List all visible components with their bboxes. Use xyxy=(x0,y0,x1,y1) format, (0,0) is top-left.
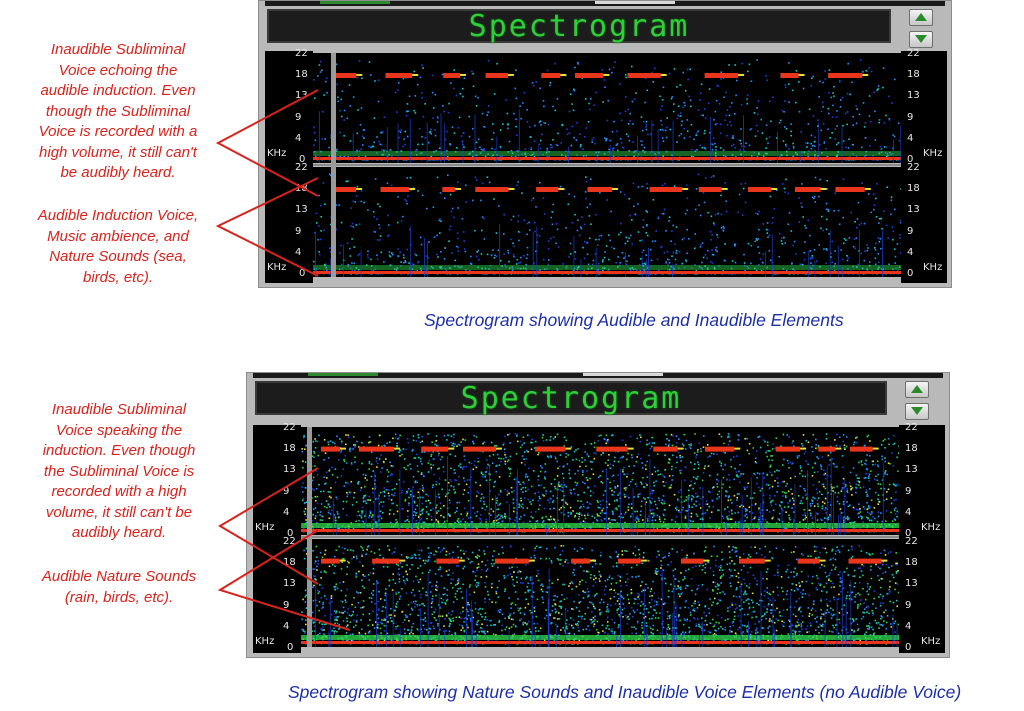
tick-label: 13 xyxy=(907,90,920,102)
tick-label: 22 xyxy=(295,162,308,173)
unit-label: KHz xyxy=(921,522,941,533)
unit-label: KHz xyxy=(267,148,287,159)
tick-label: 18 xyxy=(905,443,918,455)
left-axis xyxy=(253,425,301,653)
tick-label: 4 xyxy=(905,506,912,518)
tick-label: 9 xyxy=(295,225,302,237)
unit-label: KHz xyxy=(267,262,287,273)
spectrogram-lower-channel xyxy=(313,167,901,277)
annotation-inaudible-voice-1: Inaudible Subliminal Voice echoing the a… xyxy=(38,41,198,181)
tick-label: 0 xyxy=(299,154,306,165)
tick-label: 9 xyxy=(283,485,290,497)
tick-label: 4 xyxy=(905,620,912,632)
spectrogram-lower-channel xyxy=(301,539,899,647)
spectrogram-lower-plot xyxy=(301,545,899,647)
tick-label: 22 xyxy=(905,422,918,433)
arrow-down-icon[interactable] xyxy=(909,31,933,48)
spectrogram-upper-channel xyxy=(301,427,899,535)
tick-label: 9 xyxy=(905,485,912,497)
tick-label: 18 xyxy=(283,557,296,569)
right-axis xyxy=(901,51,947,283)
tick-label: 0 xyxy=(905,528,912,539)
tick-label: 13 xyxy=(907,204,920,216)
spectrogram-lower-plot xyxy=(313,173,901,277)
caption-2: Spectrogram showing Nature Sounds and In… xyxy=(288,682,962,702)
tick-label: 18 xyxy=(905,557,918,569)
tick-label: 9 xyxy=(283,599,290,611)
tick-label: 4 xyxy=(283,506,290,518)
tick-label: 13 xyxy=(283,578,296,590)
unit-label: KHz xyxy=(923,148,943,159)
pointer-line xyxy=(217,529,351,631)
left-axis xyxy=(265,51,313,283)
tick-label: 13 xyxy=(295,204,308,216)
tick-label: 4 xyxy=(907,132,914,144)
tick-label: 4 xyxy=(295,132,302,144)
tick-label: 9 xyxy=(905,599,912,611)
spectrogram-title: Spectrogram xyxy=(468,8,690,44)
scroll-buttons xyxy=(903,381,931,421)
tick-label: 13 xyxy=(905,464,918,476)
tick-label: 0 xyxy=(287,528,294,539)
unit-label: KHz xyxy=(923,262,943,273)
tick-label: 18 xyxy=(907,69,920,81)
tick-label: 0 xyxy=(905,642,912,653)
spectrogram-panel-2: Spectrogram 22 22 18 18 13 13 9 9 4 4 0 0 KHz KHz 22 22… xyxy=(246,372,950,658)
spectrogram-title-bar: Spectrogram xyxy=(267,8,891,44)
tick-label: 22 xyxy=(295,48,308,59)
channel-divider xyxy=(301,536,899,538)
tick-label: 18 xyxy=(907,183,920,195)
pointer-line xyxy=(218,467,319,585)
tick-label: 4 xyxy=(907,246,914,258)
pointer-line xyxy=(215,89,319,197)
pointer-line xyxy=(215,177,319,277)
spectrogram-upper-plot xyxy=(313,59,901,163)
arrow-up-icon[interactable] xyxy=(905,381,929,398)
spectrogram-upper-plot xyxy=(301,433,899,535)
arrow-up-icon[interactable] xyxy=(909,9,933,26)
spectrogram-panel-1: Spectrogram 22 22 18 18 13 13 9 9 4 4 0 0 KHz KHz 22 22… xyxy=(258,0,952,288)
channel-divider xyxy=(313,164,901,166)
scroll-buttons xyxy=(907,9,935,49)
tick-label: 9 xyxy=(295,111,302,123)
tick-label: 13 xyxy=(905,578,918,590)
level-meter-strip xyxy=(253,373,943,378)
arrow-down-icon[interactable] xyxy=(905,403,929,420)
tick-label: 0 xyxy=(907,268,914,279)
tick-label: 13 xyxy=(295,90,308,102)
tick-label: 0 xyxy=(299,268,306,279)
tick-label: 13 xyxy=(283,464,296,476)
tick-label: 22 xyxy=(283,422,296,433)
tick-label: 18 xyxy=(283,443,296,455)
spectrogram-upper-channel xyxy=(313,53,901,163)
annotation-inaudible-voice-2: Inaudible Subliminal Voice speaking the … xyxy=(42,401,196,541)
unit-label: KHz xyxy=(255,636,275,647)
tick-label: 18 xyxy=(295,69,308,81)
spectrogram-title-bar: Spectrogram xyxy=(255,380,887,416)
tick-label: 22 xyxy=(905,536,918,547)
tick-label: 9 xyxy=(907,225,914,237)
caption-1: Spectrogram showing Audible and Inaudibl… xyxy=(424,310,844,330)
annotation-audible-elements-2: Audible Nature Sounds (rain, birds, etc)… xyxy=(41,568,197,606)
tick-label: 22 xyxy=(907,48,920,59)
spectrogram-title: Spectrogram xyxy=(460,380,682,416)
tick-label: 22 xyxy=(907,162,920,173)
right-axis xyxy=(899,425,945,653)
tick-label: 9 xyxy=(907,111,914,123)
playhead-cursor[interactable] xyxy=(331,53,336,277)
annotation-audible-elements-1: Audible Induction Voice, Music ambience,… xyxy=(37,207,199,286)
unit-label: KHz xyxy=(255,522,275,533)
playhead-cursor[interactable] xyxy=(307,427,312,647)
level-meter-strip xyxy=(265,1,945,6)
unit-label: KHz xyxy=(921,636,941,647)
tick-label: 18 xyxy=(295,183,308,195)
tick-label: 4 xyxy=(295,246,302,258)
tick-label: 22 xyxy=(283,536,296,547)
tick-label: 0 xyxy=(907,154,914,165)
tick-label: 0 xyxy=(287,642,294,653)
tick-label: 4 xyxy=(283,620,290,632)
